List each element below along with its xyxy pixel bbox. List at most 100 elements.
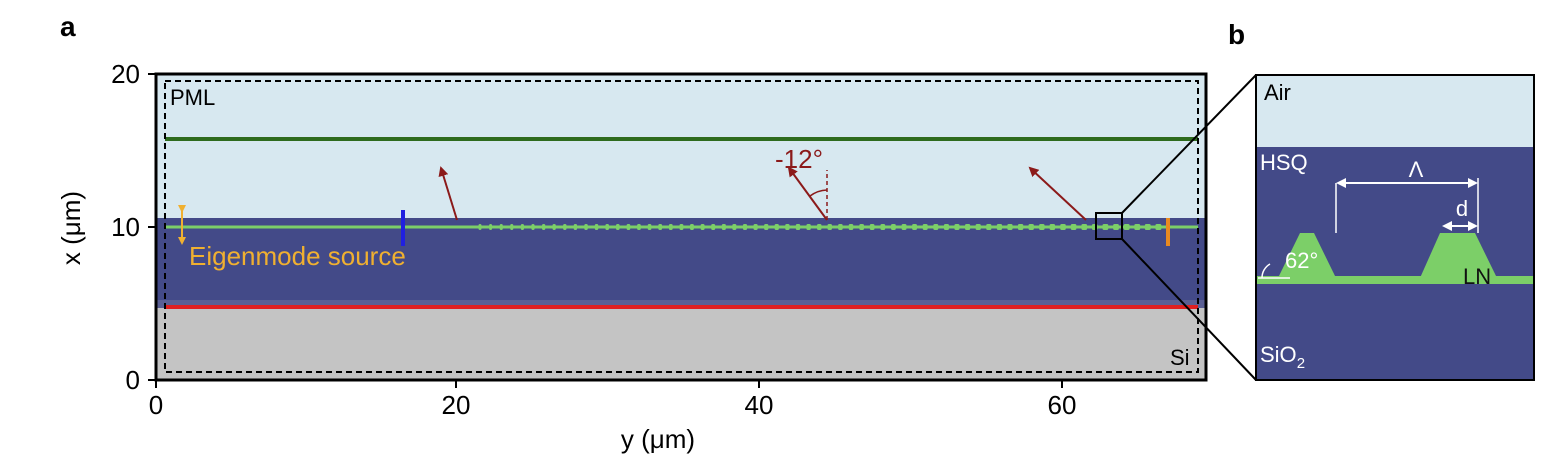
inset-ln-tooth-2 bbox=[1420, 233, 1497, 278]
y-axis-title: y (μm) bbox=[621, 424, 695, 454]
pml-label: PML bbox=[170, 85, 215, 110]
y-tick-40: 40 bbox=[745, 390, 774, 420]
grating-tooth bbox=[732, 224, 737, 230]
grating-tooth bbox=[1102, 224, 1109, 230]
panel-a-label: a bbox=[60, 11, 76, 42]
grating-tooth bbox=[742, 224, 748, 230]
grating-tooth bbox=[753, 224, 758, 230]
grating-tooth bbox=[520, 224, 524, 230]
grating-tooth bbox=[848, 224, 854, 230]
grating-tooth bbox=[499, 224, 503, 230]
grating-tooth bbox=[679, 224, 684, 230]
grating-tooth bbox=[1144, 224, 1151, 230]
air-label: Air bbox=[1264, 80, 1291, 105]
grating-tooth bbox=[1060, 224, 1066, 230]
hsq-label: HSQ bbox=[1260, 150, 1308, 175]
grating-tooth bbox=[869, 224, 875, 230]
grating-tooth bbox=[922, 224, 928, 230]
zoom-connector-top bbox=[1121, 74, 1257, 214]
eigenmode-source-label: Eigenmode source bbox=[189, 241, 406, 271]
width-label: d bbox=[1456, 196, 1468, 221]
grating-tooth bbox=[975, 224, 981, 230]
grating-tooth bbox=[594, 224, 599, 230]
grating-tooth bbox=[901, 224, 907, 230]
grating-tooth bbox=[1039, 224, 1045, 230]
pml-boundary bbox=[164, 80, 1199, 373]
x-axis-title: x (μm) bbox=[56, 191, 86, 265]
grating-tooth bbox=[1007, 224, 1013, 230]
grating-tooth bbox=[827, 224, 832, 230]
grating-tooth bbox=[510, 224, 514, 230]
y-tick-60: 60 bbox=[1048, 390, 1077, 420]
hsq-region bbox=[156, 218, 1206, 300]
grating-tooth bbox=[605, 224, 609, 230]
zoom-inset bbox=[1256, 75, 1534, 380]
grating-tooth bbox=[1017, 224, 1024, 230]
grating-tooth bbox=[573, 224, 578, 230]
oxide-strip bbox=[156, 300, 1206, 308]
grating-teeth bbox=[478, 224, 1162, 230]
zoom-box-icon bbox=[1095, 212, 1123, 240]
grating-tooth bbox=[912, 224, 917, 230]
grating-tooth bbox=[690, 224, 694, 230]
beam-arrow-icon-1 bbox=[438, 166, 458, 221]
period-label: Λ bbox=[1409, 157, 1424, 182]
grating-tooth bbox=[668, 224, 673, 230]
air-region bbox=[156, 74, 1206, 218]
zoom-connector-bottom bbox=[1121, 238, 1257, 381]
inset-ln-tooth-1 bbox=[1278, 233, 1336, 278]
y-axis-ticks bbox=[155, 380, 1063, 388]
y-tick-20: 20 bbox=[442, 390, 471, 420]
grating-tooth bbox=[1081, 224, 1088, 230]
grating-tooth bbox=[542, 224, 546, 230]
grating-tooth bbox=[700, 224, 705, 230]
beam-arrow-icon-2 bbox=[787, 166, 828, 221]
grating-tooth bbox=[774, 224, 779, 230]
inset-frame bbox=[1255, 74, 1535, 381]
angle-label: -12° bbox=[775, 144, 823, 174]
grating-tooth bbox=[658, 224, 663, 230]
grating-tooth bbox=[552, 224, 556, 230]
panel-b-label: b bbox=[1228, 19, 1245, 50]
inset-ln-slab bbox=[1256, 276, 1534, 284]
grating-tooth bbox=[711, 224, 716, 230]
grating-tooth bbox=[965, 224, 971, 230]
grating-tooth bbox=[880, 224, 886, 230]
grating-tooth bbox=[764, 224, 769, 230]
sio2-label: SiO2 bbox=[1260, 342, 1305, 372]
silicon-region bbox=[156, 308, 1206, 380]
grating-tooth bbox=[943, 224, 949, 230]
grating-tooth bbox=[806, 224, 811, 230]
grating-tooth bbox=[647, 224, 652, 230]
grating-tooth bbox=[785, 224, 790, 230]
grating-tooth bbox=[795, 224, 801, 230]
grating-tooth bbox=[478, 224, 482, 230]
grating-tooth bbox=[1123, 224, 1130, 230]
grating-tooth bbox=[954, 224, 960, 230]
x-tick-10: 10 bbox=[111, 212, 140, 242]
grating-tooth bbox=[616, 224, 620, 230]
sidewall-angle-label: 62° bbox=[1285, 248, 1318, 273]
grating-tooth bbox=[1070, 224, 1077, 230]
x-tick-20: 20 bbox=[111, 59, 140, 89]
inset-air bbox=[1256, 75, 1534, 147]
grating-tooth bbox=[489, 224, 493, 230]
grating-tooth bbox=[584, 224, 588, 230]
grating-tooth bbox=[1049, 224, 1056, 230]
grating-tooth bbox=[933, 224, 939, 230]
beam-arrow-icon-3 bbox=[1028, 166, 1087, 221]
sidewall-angle-arc bbox=[1261, 263, 1271, 279]
x-tick-0: 0 bbox=[126, 365, 140, 395]
grating-tooth bbox=[563, 224, 567, 230]
grating-tooth bbox=[817, 224, 822, 230]
grating-tooth bbox=[1028, 224, 1034, 230]
grating-tooth bbox=[1155, 224, 1162, 230]
angle-arc bbox=[809, 189, 828, 197]
grating-tooth bbox=[859, 224, 864, 230]
grating-tooth bbox=[838, 224, 843, 230]
grating-tooth bbox=[531, 224, 535, 230]
y-tick-0: 0 bbox=[149, 390, 163, 420]
simulation-domain bbox=[154, 72, 1208, 382]
ln-label: LN bbox=[1463, 264, 1491, 289]
